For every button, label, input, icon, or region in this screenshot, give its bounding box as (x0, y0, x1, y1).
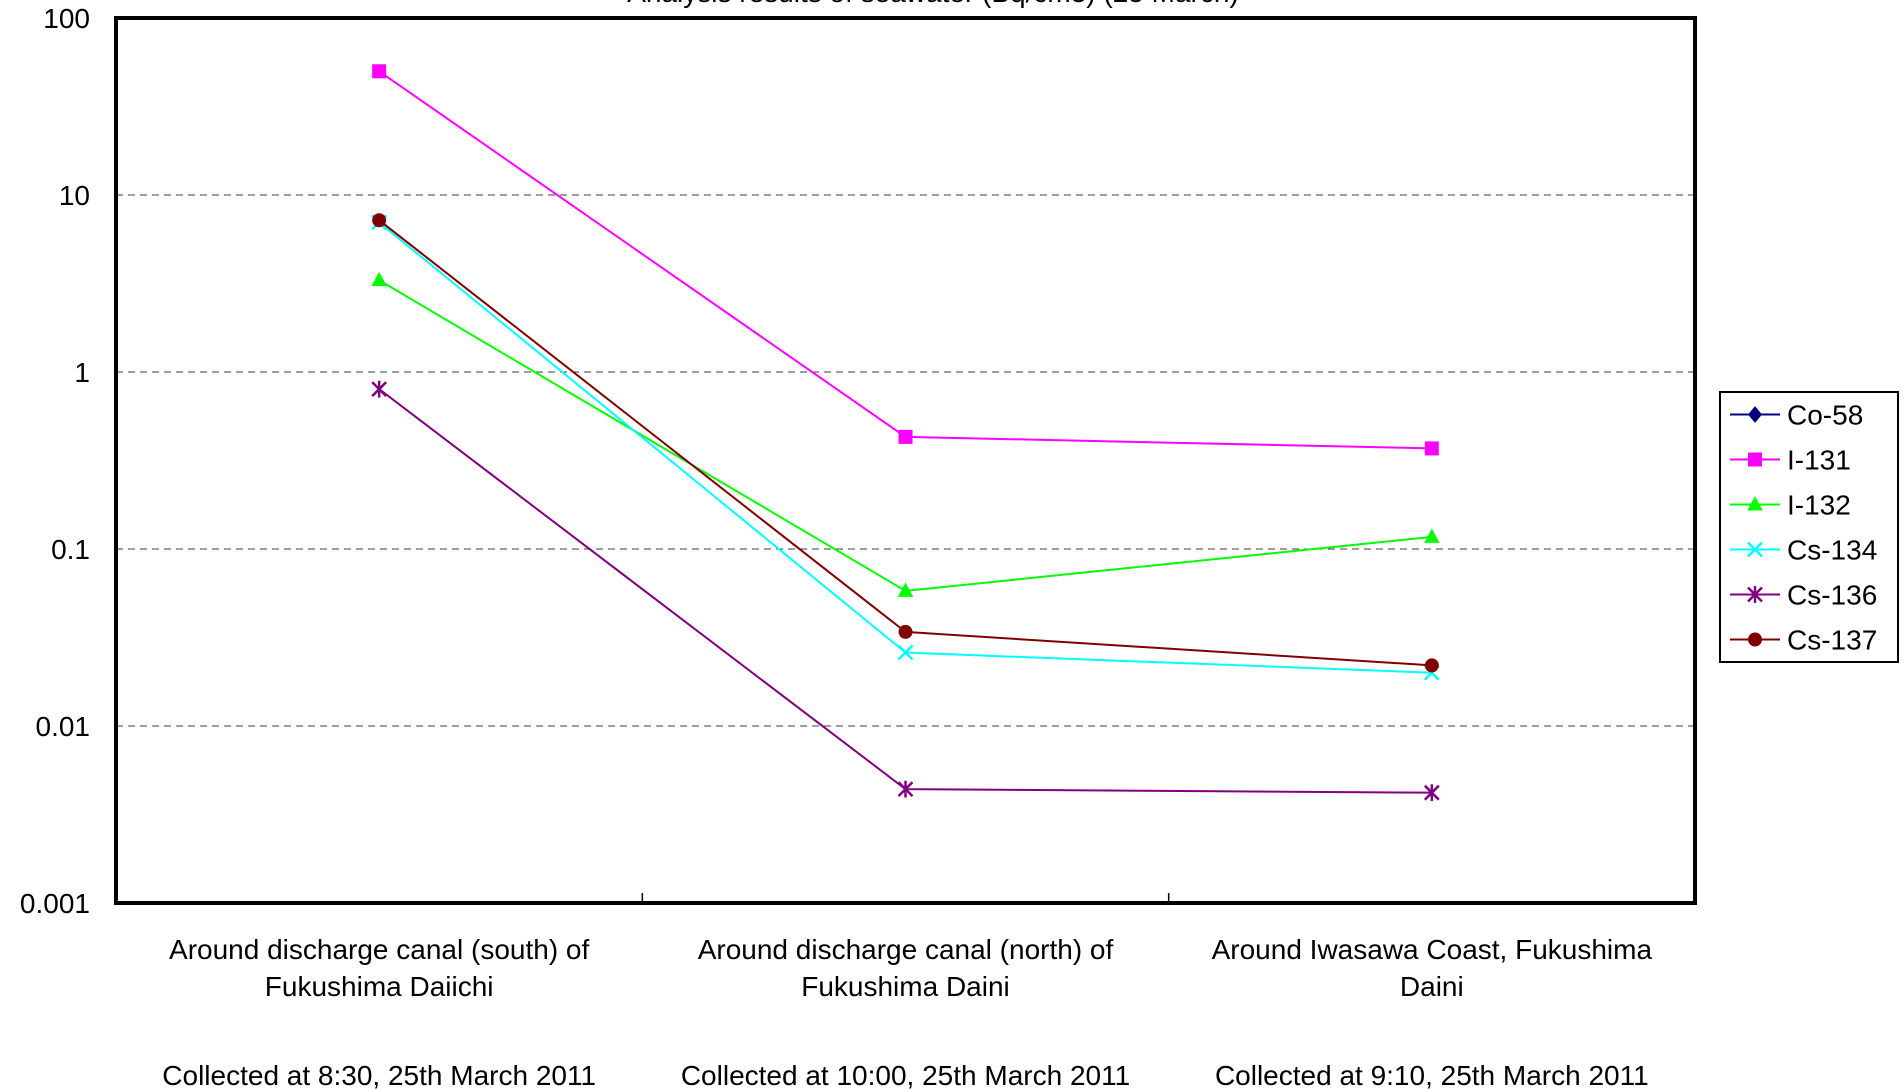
y-tick-label: 100 (43, 3, 90, 34)
legend-label: I-131 (1787, 445, 1851, 476)
y-axis-ticks: 100 10 1 0.1 0.01 0.001 (20, 3, 90, 919)
marker-stroke (1747, 541, 1763, 558)
series-i-131 (372, 64, 1439, 456)
legend-swatch-marker (1747, 586, 1763, 603)
data-point-marker (897, 644, 914, 661)
legend-swatch-marker (1748, 406, 1762, 423)
data-point-marker (1424, 441, 1439, 456)
series-line-cs-134 (378, 221, 1432, 674)
legend-label: I-132 (1787, 490, 1851, 521)
data-point-marker (898, 429, 913, 444)
collection-note: Collected at 9:10, 25th March 2011 (1215, 1060, 1649, 1089)
series-cs-137 (372, 213, 1439, 673)
y-tick-label: 10 (59, 180, 90, 211)
series-cs-136 (371, 380, 1440, 802)
legend-swatch-marker (1747, 541, 1763, 558)
data-point-marker (1423, 784, 1440, 802)
legend: Co-58 I-131 I-132 Cs-134 Cs-136 Cs-137 (1719, 391, 1899, 663)
x-tick-label: Around Iwasawa Coast, Fukushima (1212, 934, 1653, 965)
y-tick-label: 0.1 (51, 534, 90, 565)
x-tick-label: Around discharge canal (south) of (169, 934, 589, 965)
legend-item: Cs-136 (1730, 580, 1877, 611)
data-point-marker (898, 624, 913, 639)
legend-label: Cs-136 (1787, 580, 1877, 611)
x-tick-label: Around discharge canal (north) of (698, 934, 1114, 965)
x-axis-ticks: Around discharge canal (south) of Fukushi… (169, 934, 1652, 1002)
y-tick-label: 0.01 (36, 711, 91, 742)
legend-item: Cs-137 (1730, 625, 1877, 656)
data-point-marker (372, 213, 387, 228)
series-i-132 (371, 271, 1440, 597)
data-point-marker (371, 271, 387, 287)
legend-item: I-131 (1730, 445, 1851, 476)
collection-notes: Collected at 8:30, 25th March 2011 Collec… (162, 1060, 1648, 1089)
legend-swatch-marker (1748, 632, 1762, 647)
axes (114, 16, 1697, 905)
collection-note: Collected at 10:00, 25th March 2011 (681, 1060, 1130, 1089)
series-line-i-131 (378, 70, 1432, 450)
data-point-marker (371, 380, 388, 398)
series-cs-134 (371, 214, 1440, 681)
legend-label: Cs-137 (1787, 625, 1877, 656)
chart-title: Analysis results of seawater (Bq/cm3) (2… (627, 0, 1239, 8)
x-tick-label: Fukushima Daini (801, 971, 1010, 1002)
legend-item: I-132 (1730, 490, 1851, 521)
legend-swatch-marker (1747, 496, 1763, 511)
legend-item: Cs-134 (1730, 535, 1877, 566)
y-tick-label: 1 (74, 357, 90, 388)
x-tick-label: Daini (1400, 971, 1464, 1002)
data-point-marker (897, 780, 914, 798)
data-point-marker (372, 64, 387, 79)
legend-label: Co-58 (1787, 400, 1863, 431)
marker-stroke (897, 644, 914, 661)
data-point-marker (1424, 658, 1439, 673)
legend-label: Cs-134 (1787, 535, 1877, 566)
gridlines (116, 194, 1695, 727)
legend-item: Co-58 (1730, 400, 1863, 431)
data-point-marker (1424, 528, 1440, 543)
plot-frame (114, 16, 1697, 905)
y-tick-label: 0.001 (20, 888, 90, 919)
data-point-marker (897, 582, 914, 597)
legend-box (1719, 391, 1899, 663)
legend-swatch-marker (1748, 452, 1762, 467)
series-lines (371, 64, 1440, 802)
x-tick-label: Fukushima Daiichi (265, 971, 494, 1002)
collection-note: Collected at 8:30, 25th March 2011 (162, 1060, 596, 1089)
